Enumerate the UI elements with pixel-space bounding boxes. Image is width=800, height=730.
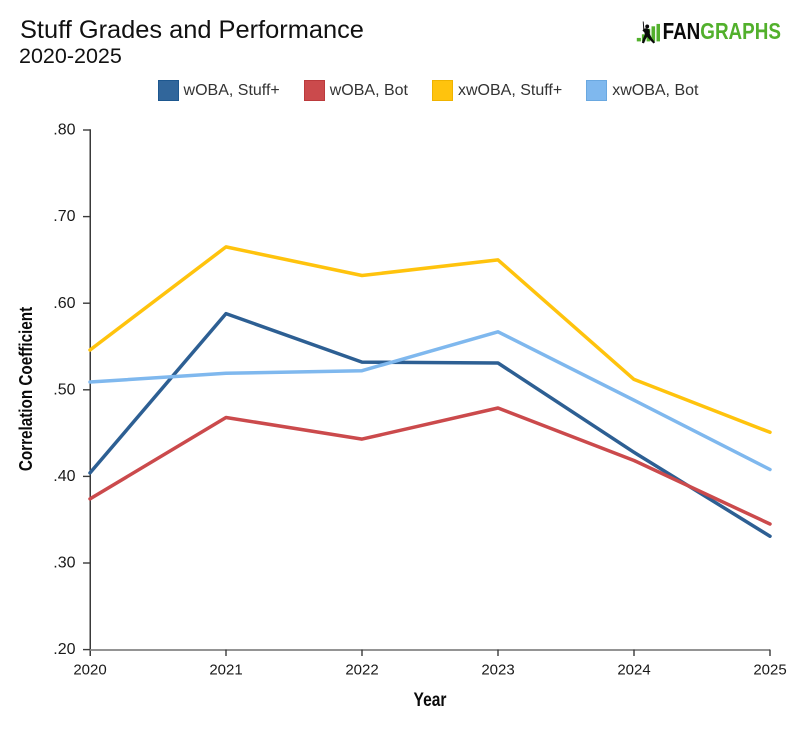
svg-text:FANGRAPHS: FANGRAPHS [663,20,781,45]
svg-text:.40: .40 [53,468,75,485]
svg-text:.80: .80 [53,122,75,139]
svg-text:.70: .70 [53,208,75,225]
svg-text:2025: 2025 [753,662,786,679]
svg-text:.50: .50 [53,381,75,398]
svg-text:.60: .60 [53,295,75,312]
svg-text:2022: 2022 [345,662,378,679]
svg-text:2024: 2024 [617,662,650,679]
svg-text:Year: Year [414,689,447,711]
svg-text:2023: 2023 [481,662,514,679]
svg-text:Correlation Coefficient: Correlation Coefficient [16,307,37,472]
svg-text:2021: 2021 [209,662,242,679]
svg-text:2020: 2020 [73,662,106,679]
svg-text:.20: .20 [53,641,75,658]
svg-text:.30: .30 [53,555,75,572]
